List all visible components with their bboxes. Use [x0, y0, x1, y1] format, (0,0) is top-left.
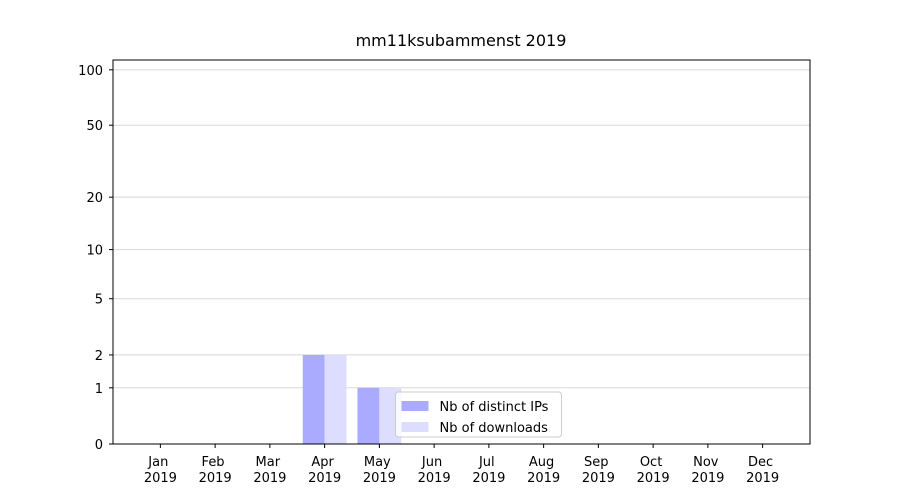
x-tick-label: Mar 2019 — [253, 455, 286, 486]
plot-frame — [112, 59, 811, 445]
y-tick-label: 10 — [86, 244, 103, 259]
x-tick-label: Apr 2019 — [308, 455, 341, 486]
y-tick-label: 100 — [78, 64, 103, 79]
x-tick-label: Oct 2019 — [637, 455, 670, 486]
y-tick-label: 5 — [95, 293, 103, 308]
legend-label: Nb of downloads — [440, 421, 549, 436]
x-tick-label: Jul 2019 — [472, 455, 505, 486]
bar — [357, 387, 380, 444]
legend-swatch — [401, 401, 429, 411]
bar — [302, 354, 325, 444]
x-tick-label: Jun 2019 — [418, 455, 451, 486]
y-tick-label: 20 — [86, 191, 103, 206]
x-tick-label: Jan 2019 — [144, 455, 177, 486]
x-tick-label: Aug 2019 — [527, 455, 560, 486]
y-tick-label: 1 — [95, 382, 103, 397]
x-tick-label: May 2019 — [363, 455, 396, 486]
y-tick-label: 50 — [86, 119, 103, 134]
legend-box — [395, 391, 562, 438]
y-tick-label: 0 — [95, 438, 103, 453]
chart-title: mm11ksubammenst 2019 — [356, 31, 567, 50]
x-tick-label: Feb 2019 — [199, 455, 232, 486]
x-tick-label: Dec 2019 — [746, 455, 779, 486]
x-tick-label: Sep 2019 — [582, 455, 615, 486]
legend-swatch — [401, 422, 429, 432]
x-tick-label: Nov 2019 — [691, 455, 724, 486]
y-tick-label: 2 — [95, 349, 103, 364]
bar — [324, 354, 347, 444]
legend-label: Nb of distinct IPs — [440, 400, 549, 415]
